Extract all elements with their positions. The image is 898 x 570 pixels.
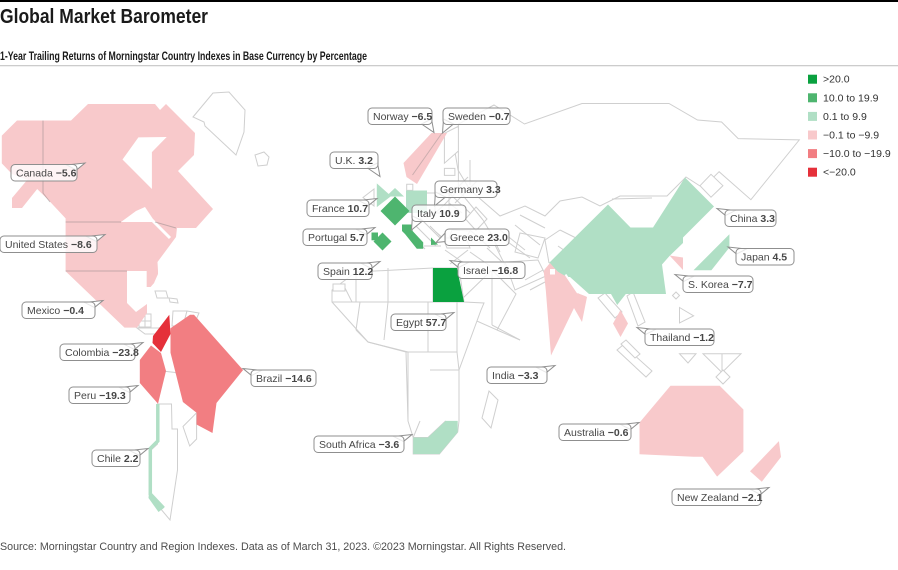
- svg-text:South Africa −3.6: South Africa −3.6: [319, 439, 399, 451]
- svg-text:Sweden −0.7: Sweden −0.7: [448, 111, 510, 123]
- svg-text:Mexico −0.4: Mexico −0.4: [27, 305, 84, 317]
- svg-text:S. Korea −7.7: S. Korea −7.7: [688, 279, 753, 291]
- svg-text:<−20.0: <−20.0: [823, 167, 856, 179]
- svg-text:Colombia −23.8: Colombia −23.8: [65, 347, 139, 359]
- svg-text:Spain 12.2: Spain 12.2: [323, 266, 373, 278]
- svg-text:U.K. 3.2: U.K. 3.2: [335, 155, 373, 167]
- svg-text:Portugal 5.7: Portugal 5.7: [308, 232, 365, 244]
- svg-text:United States −8.6: United States −8.6: [5, 239, 92, 251]
- svg-text:−10.0 to −19.9: −10.0 to −19.9: [823, 148, 891, 160]
- svg-text:Japan 4.5: Japan 4.5: [741, 251, 787, 263]
- svg-text:Peru −19.3: Peru −19.3: [74, 390, 126, 402]
- svg-text:Chile 2.2: Chile 2.2: [97, 453, 139, 465]
- svg-text:Egypt 57.7: Egypt 57.7: [396, 317, 446, 329]
- svg-text:>20.0: >20.0: [823, 74, 850, 86]
- svg-text:Greece 23.0: Greece 23.0: [450, 232, 508, 244]
- svg-text:Italy 10.9: Italy 10.9: [417, 208, 460, 220]
- svg-text:0.1 to 9.9: 0.1 to 9.9: [823, 111, 867, 123]
- svg-text:1-Year Trailing Returns of Mor: 1-Year Trailing Returns of Morningstar C…: [0, 51, 367, 63]
- svg-text:Thailand −1.2: Thailand −1.2: [650, 332, 714, 344]
- svg-text:India −3.3: India −3.3: [492, 370, 539, 382]
- svg-text:Global Market Barometer: Global Market Barometer: [0, 6, 208, 28]
- svg-text:Canada −5.6: Canada −5.6: [16, 167, 77, 179]
- svg-text:New Zealand −2.1: New Zealand −2.1: [677, 492, 763, 504]
- svg-text:Brazil −14.6: Brazil −14.6: [256, 373, 312, 385]
- svg-text:France 10.7: France 10.7: [312, 203, 368, 215]
- svg-text:Australia −0.6: Australia −0.6: [564, 427, 629, 439]
- svg-text:Germany 3.3: Germany 3.3: [440, 184, 501, 196]
- svg-text:Norway −6.5: Norway −6.5: [373, 111, 432, 123]
- svg-text:Israel −16.8: Israel −16.8: [463, 265, 518, 277]
- svg-text:China 3.3: China 3.3: [730, 213, 775, 225]
- svg-text:10.0 to 19.9: 10.0 to 19.9: [823, 92, 879, 104]
- svg-text:−0.1 to −9.9: −0.1 to −9.9: [823, 130, 879, 142]
- svg-text:Source: Morningstar Country an: Source: Morningstar Country and Region I…: [0, 541, 566, 553]
